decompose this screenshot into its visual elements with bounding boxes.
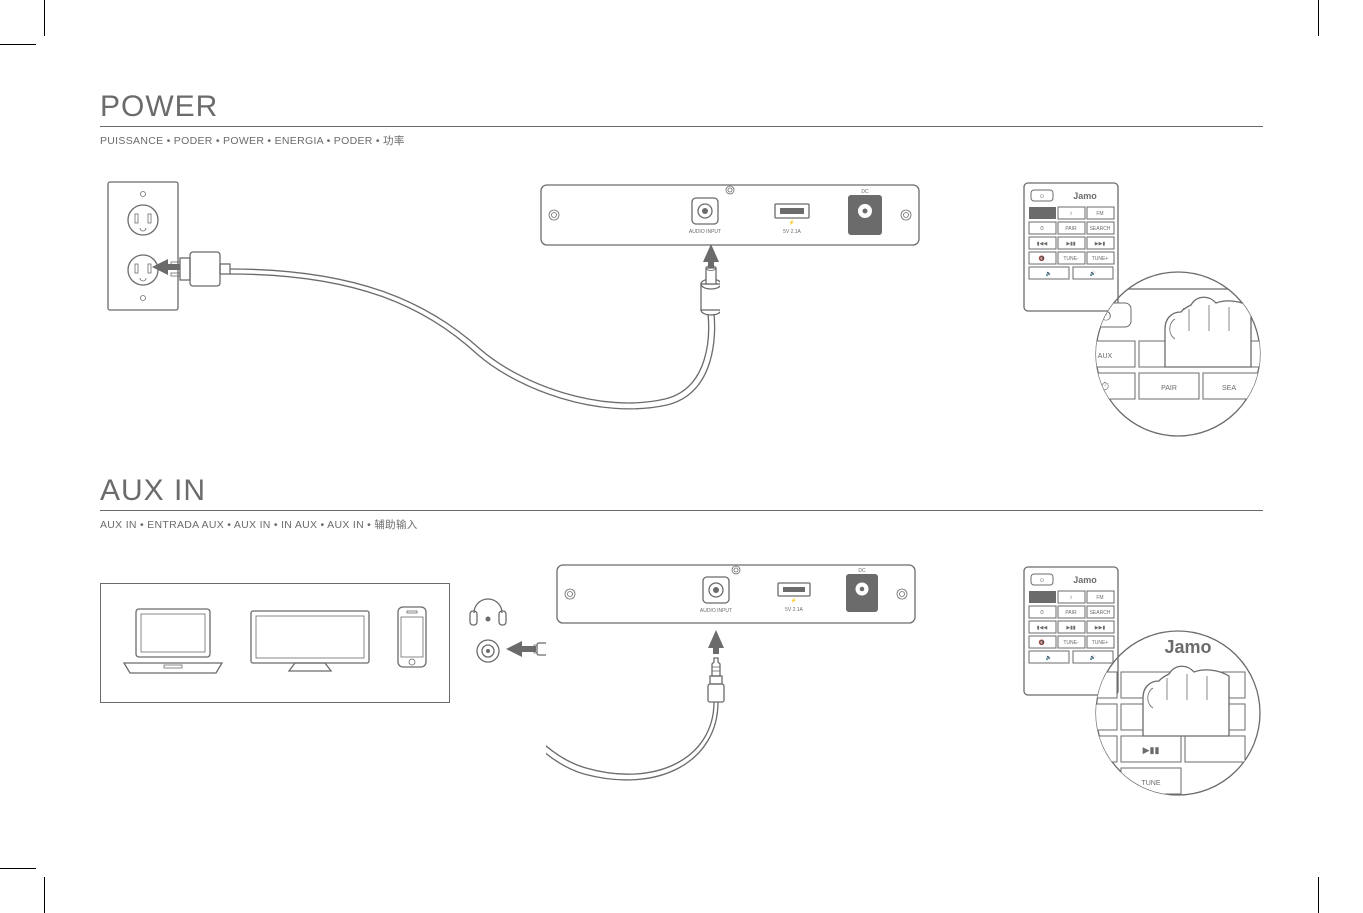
power-subheading: PUISSANCE • PODER • POWER • ENERGIA • PO…: [100, 133, 1263, 148]
svg-text:⏱: ⏱: [1040, 610, 1044, 616]
svg-text:Jamo: Jamo: [1073, 191, 1097, 201]
aux-connection-illustration: AUDIO INPUT ⚡ 5V 2.1A DC ⊖-◉-⊕: [546, 558, 936, 818]
svg-text:⏱: ⏱: [1040, 226, 1044, 232]
svg-text:AUX: AUX: [1037, 595, 1048, 601]
aux-output-symbols: [456, 583, 546, 703]
svg-text:PAIR: PAIR: [1065, 610, 1077, 616]
svg-text:TUNE-: TUNE-: [1063, 256, 1079, 262]
svg-text:▮◀◀: ▮◀◀: [1037, 241, 1048, 247]
phone-icon: [392, 603, 432, 683]
svg-text:🔇: 🔇: [1039, 639, 1045, 646]
svg-text:ᚼ: ᚼ: [1069, 595, 1072, 601]
svg-text:SEARCH: SEARCH: [1090, 610, 1111, 616]
svg-text:🔉: 🔉: [1046, 271, 1052, 277]
crop-mark: [44, 877, 45, 913]
svg-text:⊖-◉-⊕: ⊖-◉-⊕: [859, 227, 872, 232]
svg-text:SEARCH: SEARCH: [1090, 226, 1111, 232]
crop-mark: [1318, 0, 1319, 36]
crop-mark: [1318, 877, 1319, 913]
svg-text:▮◀◀: ▮◀◀: [1093, 745, 1096, 755]
power-figure: AUDIO INPUT ⚡ 5V 2.1A DC ⊖-◉-⊕ ⏻ Jamo AU…: [100, 174, 1263, 434]
svg-text:⏻: ⏻: [1040, 194, 1044, 200]
svg-text:PAIR: PAIR: [1065, 226, 1077, 232]
svg-text:▶▶▮: ▶▶▮: [1095, 241, 1106, 247]
svg-text:▮◀◀: ▮◀◀: [1037, 625, 1048, 631]
svg-text:AUX: AUX: [1037, 211, 1048, 217]
svg-text:TUNE+: TUNE+: [1092, 256, 1109, 262]
crop-mark: [0, 44, 36, 45]
svg-text:TUNE-: TUNE-: [1063, 640, 1079, 646]
source-devices-box: [100, 583, 450, 703]
svg-text:⚡: ⚡: [789, 219, 795, 226]
svg-text:▶▮▮: ▶▮▮: [1066, 241, 1076, 247]
svg-text:Jamo: Jamo: [1164, 637, 1211, 657]
svg-text:🔇: 🔇: [1039, 255, 1045, 262]
svg-text:▶▮▮: ▶▮▮: [1143, 745, 1160, 755]
svg-text:AUDIO INPUT: AUDIO INPUT: [700, 608, 732, 614]
remote-zoom-power: ⏻ Jamo AUX ⏱ PAIR SEA: [1093, 269, 1263, 439]
svg-text:FM: FM: [1096, 211, 1103, 217]
aux-subheading: AUX IN • ENTRADA AUX • AUX IN • IN AUX •…: [100, 517, 1263, 532]
svg-text:🔉: 🔉: [1046, 655, 1052, 661]
usb-label: 5V 2.1A: [783, 229, 801, 235]
crop-mark: [0, 868, 36, 869]
crop-mark: [44, 0, 45, 36]
device-back-panel: AUDIO INPUT ⚡ 5V 2.1A DC ⊖-◉-⊕: [540, 184, 920, 264]
svg-text:AUX: AUX: [1093, 684, 1095, 691]
svg-text:FM: FM: [1096, 595, 1103, 601]
power-heading: POWER: [100, 90, 1263, 127]
aux-figure: AUDIO INPUT ⚡ 5V 2.1A DC ⊖-◉-⊕ ⏻ Jamo: [100, 558, 1263, 818]
svg-text:TUNE: TUNE: [1141, 780, 1160, 787]
svg-text:⏻: ⏻: [1040, 578, 1044, 584]
svg-text:⚡: ⚡: [791, 597, 797, 604]
tv-icon: [245, 603, 375, 683]
aux-heading: AUX IN: [100, 474, 1263, 511]
dc-label: DC: [861, 189, 869, 195]
svg-text:DC: DC: [858, 568, 866, 574]
svg-text:5V 2.1A: 5V 2.1A: [785, 607, 803, 613]
laptop-icon: [118, 603, 228, 683]
audio-input-label: AUDIO INPUT: [689, 229, 721, 235]
svg-text:SEA: SEA: [1222, 385, 1236, 392]
svg-text:⊖-◉-⊕: ⊖-◉-⊕: [856, 604, 869, 609]
svg-text:PAIR: PAIR: [1161, 385, 1177, 392]
svg-text:⏱: ⏱: [1101, 381, 1110, 393]
svg-text:▶▮▮: ▶▮▮: [1066, 625, 1076, 631]
remote-zoom-aux: ⏻ Jamo AUX FM ⏱ ▮◀◀ ▶▮▮ TUNE: [1093, 628, 1263, 798]
svg-text:Jamo: Jamo: [1073, 575, 1097, 585]
svg-text:ᚼ: ᚼ: [1069, 211, 1072, 217]
svg-text:AUX: AUX: [1098, 353, 1113, 360]
